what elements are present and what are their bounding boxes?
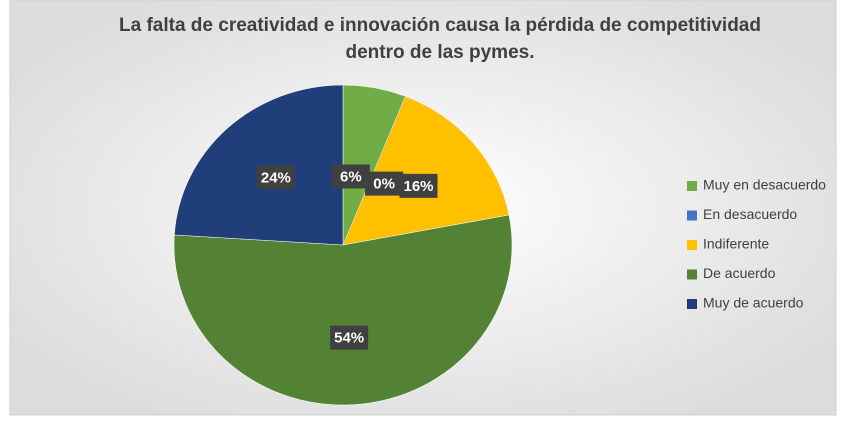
data-label-box xyxy=(331,164,370,189)
data-label: 0% xyxy=(373,176,395,193)
legend-label: En desacuerdo xyxy=(703,206,797,222)
data-label: 24% xyxy=(261,169,291,186)
legend-label: De acuerdo xyxy=(703,265,776,281)
pie-slice xyxy=(174,84,344,246)
legend-marker xyxy=(687,240,697,250)
data-label: 6% xyxy=(340,168,362,185)
pie-slice xyxy=(173,214,513,406)
data-label-box xyxy=(365,171,404,196)
data-label: 54% xyxy=(334,330,364,347)
legend-marker xyxy=(687,210,697,221)
data-label-box xyxy=(256,165,295,190)
data-label: 16% xyxy=(404,178,434,195)
legend-marker xyxy=(687,181,697,191)
data-label-box xyxy=(399,173,438,198)
chart-title: dentro de las pymes. xyxy=(345,42,534,63)
legend-label: Muy de acuerdo xyxy=(703,295,804,311)
pie-slice xyxy=(342,95,510,246)
legend-label: Muy en desacuerdo xyxy=(703,177,826,193)
data-label-box xyxy=(330,325,369,350)
legend-label: Indiferente xyxy=(703,236,769,252)
legend-marker xyxy=(687,299,697,309)
legend-marker xyxy=(687,269,697,280)
chart-title: La falta de creatividad e innovación cau… xyxy=(119,15,761,36)
